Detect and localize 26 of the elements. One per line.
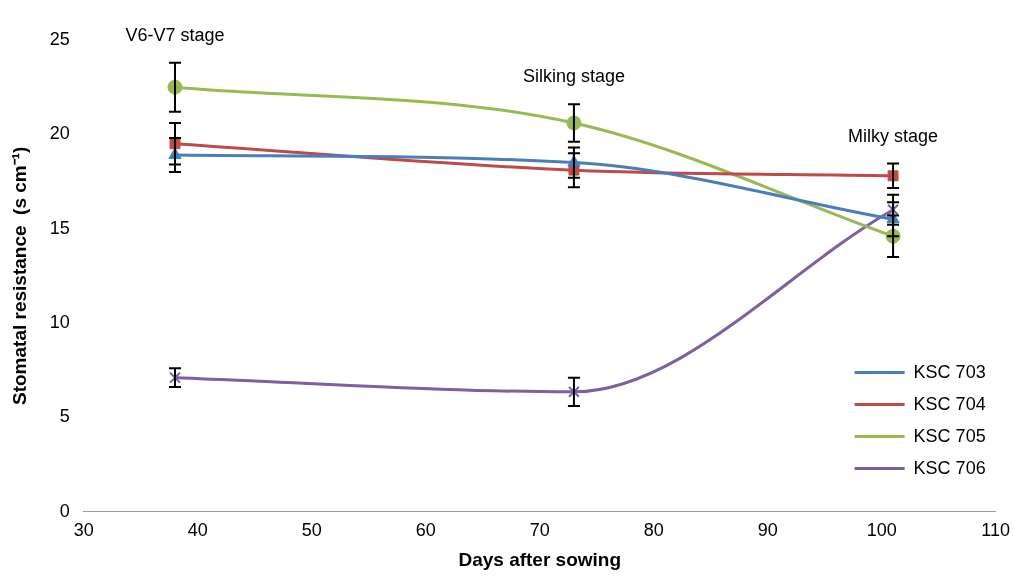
x-axis-title: Days after sowing bbox=[458, 548, 622, 570]
annotation: Milky stage bbox=[848, 125, 939, 146]
annotation: Silking stage bbox=[522, 66, 625, 87]
y-tick-label: 0 bbox=[59, 500, 70, 521]
point bbox=[567, 385, 580, 398]
y-tick-label: 25 bbox=[49, 28, 70, 49]
legend-label: KSC 704 bbox=[913, 393, 986, 414]
legend-label: KSC 703 bbox=[913, 361, 986, 382]
legend-label: KSC 705 bbox=[913, 425, 986, 446]
y-axis-title: Stomatal resistance (s cm⁻¹) bbox=[8, 146, 30, 405]
x-tick-label: 60 bbox=[415, 520, 436, 541]
y-tick-label: 15 bbox=[49, 217, 70, 238]
legend-label: KSC 706 bbox=[913, 457, 986, 478]
annotation: V6-V7 stage bbox=[125, 24, 225, 45]
x-tick-label: 100 bbox=[866, 520, 897, 541]
x-tick-label: 40 bbox=[187, 520, 208, 541]
x-tick-label: 30 bbox=[73, 520, 94, 541]
x-tick-label: 80 bbox=[643, 520, 664, 541]
y-tick-label: 20 bbox=[49, 123, 70, 144]
y-tick-label: 10 bbox=[49, 311, 70, 332]
x-tick-label: 110 bbox=[981, 520, 1010, 541]
x-tick-label: 90 bbox=[757, 520, 778, 541]
x-tick-label: 70 bbox=[529, 520, 550, 541]
x-tick-label: 50 bbox=[301, 520, 322, 541]
point bbox=[887, 203, 900, 216]
y-tick-label: 5 bbox=[59, 406, 70, 427]
